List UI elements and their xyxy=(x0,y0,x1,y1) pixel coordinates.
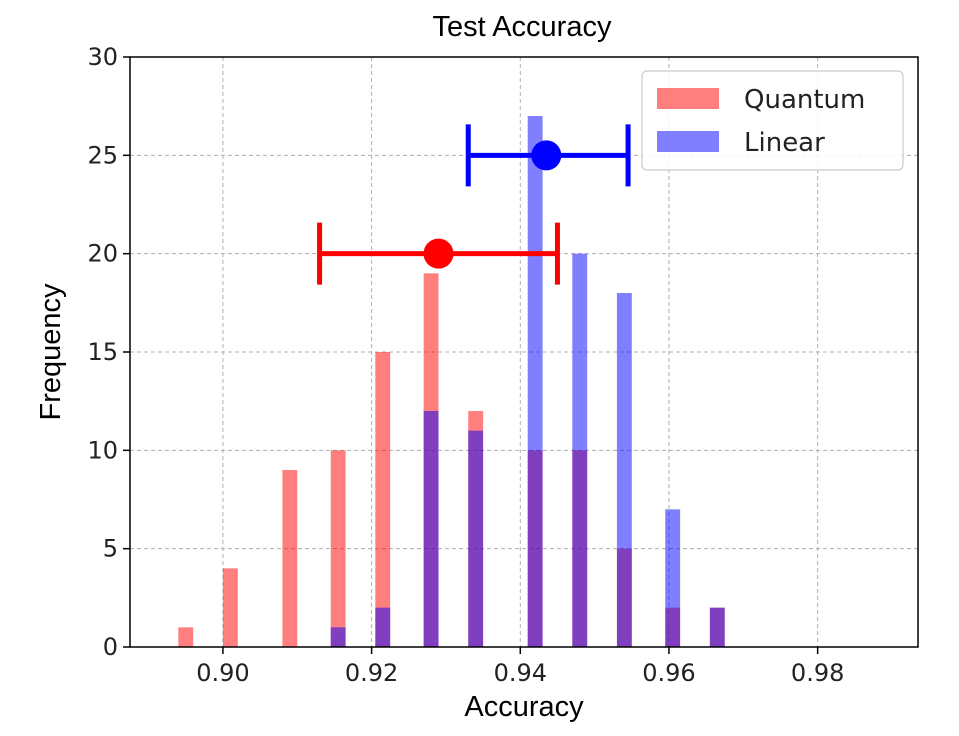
ticks: 0.90 0.92 0.94 0.96 0.98 0 5 10 15 20 25 30 xyxy=(87,43,844,687)
x-tick-label: 0.98 xyxy=(791,659,844,687)
y-tick-label: 30 xyxy=(87,43,118,71)
bar-linear xyxy=(709,607,725,647)
x-tick-label: 0.90 xyxy=(196,659,249,687)
y-tick-label: 10 xyxy=(87,436,118,464)
y-tick-label: 15 xyxy=(87,338,118,366)
errorbar-mean-linear xyxy=(531,140,562,171)
x-tick-label: 0.92 xyxy=(345,659,398,687)
legend: Quantum Linear xyxy=(641,70,904,171)
x-tick-label: 0.96 xyxy=(642,659,695,687)
bar-quantum xyxy=(178,627,194,647)
legend-swatch-linear xyxy=(657,131,719,152)
y-axis-label: Frequency xyxy=(35,283,67,421)
bar-linear xyxy=(527,116,543,647)
x-tick-label: 0.94 xyxy=(494,659,547,687)
legend-label-quantum: Quantum xyxy=(744,85,865,115)
bar-linear xyxy=(468,430,484,647)
x-axis-label: Accuracy xyxy=(464,691,584,723)
bar-linear xyxy=(423,411,439,647)
bar-linear xyxy=(375,607,391,647)
bar-quantum xyxy=(375,352,391,647)
bars xyxy=(178,116,725,647)
y-tick-label: 0 xyxy=(103,633,118,661)
error-bars xyxy=(317,124,631,285)
bar-linear xyxy=(616,293,632,647)
legend-swatch-quantum xyxy=(657,88,719,109)
bar-linear xyxy=(665,509,681,647)
bar-linear xyxy=(572,253,588,647)
bar-quantum xyxy=(330,450,346,647)
errorbar-mean-quantum xyxy=(423,238,454,269)
bar-linear xyxy=(330,627,346,647)
bar-quantum xyxy=(222,568,238,647)
y-tick-label: 25 xyxy=(87,141,118,169)
y-tick-label: 5 xyxy=(103,535,118,563)
chart-title: Test Accuracy xyxy=(433,11,612,43)
bar-quantum xyxy=(282,470,298,647)
legend-label-linear: Linear xyxy=(744,128,825,158)
y-tick-label: 20 xyxy=(87,240,118,268)
